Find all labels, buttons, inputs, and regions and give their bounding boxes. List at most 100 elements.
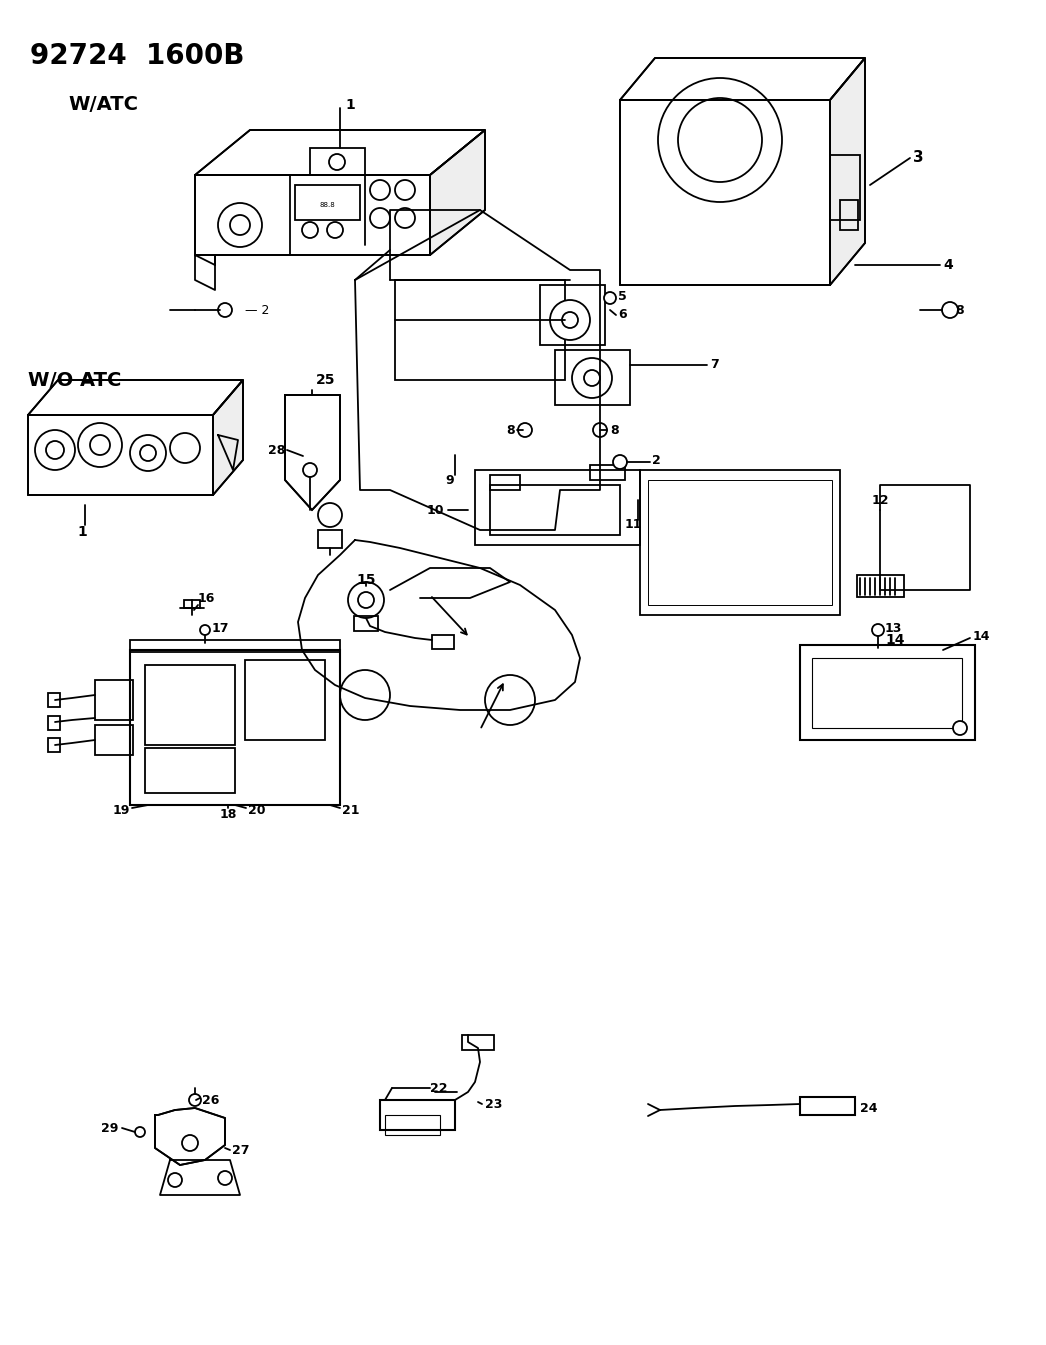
Polygon shape: [620, 58, 865, 100]
Circle shape: [572, 358, 612, 398]
Text: 92724  1600B: 92724 1600B: [30, 42, 245, 70]
Bar: [310, 148, 365, 175]
Circle shape: [318, 503, 342, 527]
Text: 15: 15: [357, 573, 376, 586]
Text: W/O ATC: W/O ATC: [28, 370, 121, 390]
Bar: [385, 1115, 440, 1135]
Bar: [432, 635, 454, 650]
Circle shape: [340, 670, 390, 720]
Text: 23: 23: [485, 1098, 502, 1111]
Text: 17: 17: [212, 623, 229, 635]
Bar: [48, 738, 60, 752]
Text: 88.8: 88.8: [319, 202, 335, 208]
Text: 8: 8: [955, 304, 963, 316]
Text: 11: 11: [624, 519, 642, 531]
Text: 8: 8: [506, 424, 515, 437]
Text: 4: 4: [943, 258, 953, 272]
Text: 1: 1: [77, 525, 87, 539]
Polygon shape: [195, 130, 485, 175]
Circle shape: [200, 625, 210, 635]
Circle shape: [370, 208, 390, 229]
Circle shape: [218, 203, 262, 247]
Circle shape: [130, 434, 166, 471]
Bar: [640, 469, 840, 615]
Bar: [48, 693, 60, 707]
Bar: [245, 660, 325, 740]
Bar: [145, 748, 235, 794]
Text: 14: 14: [885, 633, 905, 647]
Polygon shape: [213, 381, 243, 495]
Bar: [555, 350, 630, 405]
Text: 28: 28: [268, 444, 285, 456]
Text: 5: 5: [618, 291, 627, 304]
Circle shape: [395, 180, 415, 200]
Bar: [829, 155, 860, 221]
Text: 25: 25: [316, 373, 336, 387]
Text: 3: 3: [913, 151, 924, 165]
Text: 1: 1: [345, 98, 355, 112]
Text: 9: 9: [446, 473, 454, 487]
Circle shape: [168, 1173, 182, 1188]
Polygon shape: [195, 175, 430, 256]
Bar: [130, 640, 340, 652]
Circle shape: [613, 455, 627, 469]
Bar: [590, 465, 626, 480]
Text: 6: 6: [618, 308, 627, 321]
Bar: [184, 600, 200, 608]
Text: 8: 8: [610, 424, 618, 437]
Circle shape: [370, 180, 390, 200]
Bar: [95, 725, 133, 755]
Bar: [475, 469, 640, 545]
Circle shape: [942, 303, 958, 317]
Text: 29: 29: [100, 1122, 118, 1134]
Circle shape: [550, 300, 590, 340]
Polygon shape: [829, 58, 865, 285]
Bar: [318, 530, 342, 547]
Text: 2: 2: [652, 455, 661, 468]
Bar: [812, 658, 962, 728]
Text: 12: 12: [871, 494, 889, 507]
Bar: [857, 576, 904, 597]
Polygon shape: [155, 1108, 225, 1165]
Circle shape: [182, 1135, 198, 1151]
Text: — 2: — 2: [245, 304, 270, 317]
Text: 26: 26: [202, 1093, 220, 1107]
Bar: [540, 285, 605, 346]
Text: 27: 27: [232, 1143, 250, 1157]
Bar: [130, 650, 340, 806]
Bar: [48, 716, 60, 730]
Text: 10: 10: [427, 503, 444, 516]
Text: 7: 7: [710, 359, 719, 371]
Circle shape: [35, 430, 75, 469]
Text: 13: 13: [885, 621, 903, 635]
Circle shape: [189, 1093, 201, 1106]
Circle shape: [329, 153, 345, 169]
Bar: [840, 200, 858, 230]
Circle shape: [678, 98, 761, 182]
Bar: [380, 1100, 455, 1130]
Polygon shape: [285, 395, 340, 510]
Circle shape: [593, 422, 607, 437]
Bar: [95, 681, 133, 720]
Polygon shape: [620, 100, 829, 285]
Text: 16: 16: [198, 592, 215, 604]
Circle shape: [395, 208, 415, 229]
Circle shape: [135, 1127, 145, 1137]
Circle shape: [953, 721, 967, 734]
Bar: [800, 646, 975, 740]
Bar: [649, 480, 832, 605]
Circle shape: [658, 78, 782, 202]
Bar: [354, 616, 378, 631]
Text: 14: 14: [973, 631, 991, 643]
Text: 20: 20: [248, 803, 266, 816]
Polygon shape: [28, 381, 243, 416]
Text: 21: 21: [342, 803, 360, 816]
Circle shape: [872, 624, 884, 636]
Text: 19: 19: [113, 803, 130, 816]
Circle shape: [218, 303, 232, 317]
Text: 22: 22: [430, 1081, 448, 1095]
Bar: [145, 664, 235, 745]
Circle shape: [78, 422, 122, 467]
Bar: [395, 280, 565, 381]
Circle shape: [604, 292, 616, 304]
